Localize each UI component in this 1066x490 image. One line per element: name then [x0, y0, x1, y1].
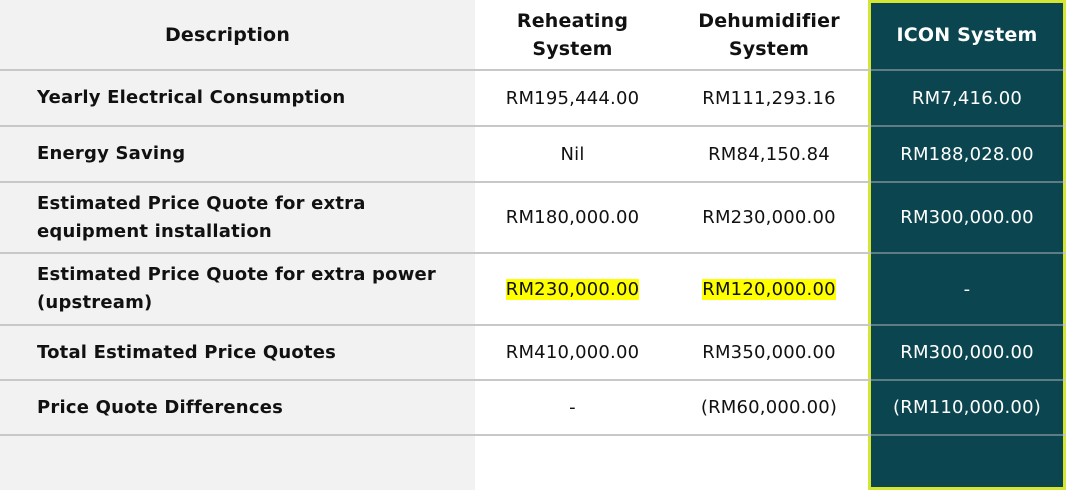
table-row: Estimated Price Quote for extra power (u… — [0, 254, 1066, 326]
dehumidifier-value: (RM60,000.00) — [700, 397, 838, 418]
table-row: Energy Saving Nil RM84,150.84 RM188,028.… — [0, 127, 1066, 183]
icon-system-value: RM300,000.00 — [900, 342, 1034, 363]
reheating-value: RM180,000.00 — [505, 207, 640, 228]
divider — [871, 69, 1063, 71]
icon-system-value: (RM110,000.00) — [893, 397, 1041, 418]
divider — [871, 125, 1063, 127]
row-label: Energy Saving — [37, 143, 186, 164]
header-reheating: Reheating System — [516, 9, 629, 60]
description-column-bg — [0, 0, 475, 490]
row-label: Estimated Price Quote for extra power (u… — [37, 264, 437, 313]
table-row: Yearly Electrical Consumption RM195,444.… — [0, 71, 1066, 127]
divider — [871, 434, 1063, 436]
header-description: Description — [164, 23, 291, 46]
table-row: Estimated Price Quote for extra equipmen… — [0, 183, 1066, 254]
divider — [871, 379, 1063, 381]
table-row: Price Quote Differences - (RM60,000.00) … — [0, 381, 1066, 436]
divider — [871, 181, 1063, 183]
reheating-value: RM195,444.00 — [505, 87, 640, 109]
header-icon-system: ICON System — [896, 23, 1038, 46]
row-label: Estimated Price Quote for extra equipmen… — [37, 192, 366, 242]
table-row: Total Estimated Price Quotes RM410,000.0… — [0, 326, 1066, 381]
divider — [871, 324, 1063, 326]
icon-system-value: - — [963, 278, 971, 300]
reheating-value: RM410,000.00 — [505, 342, 640, 363]
header-row: Description Reheating System Dehumidifie… — [0, 0, 1066, 71]
row-label: Total Estimated Price Quotes — [37, 341, 337, 363]
highlighted-reheating-value: RM230,000.00 — [505, 278, 640, 300]
dehumidifier-value: RM111,293.16 — [702, 87, 836, 109]
row-label: Price Quote Differences — [37, 396, 284, 418]
dehumidifier-value: RM350,000.00 — [702, 342, 836, 363]
row-label: Yearly Electrical Consumption — [37, 87, 346, 108]
dehumidifier-value: RM84,150.84 — [708, 143, 830, 165]
reheating-value: Nil — [560, 143, 585, 165]
icon-system-value: RM7,416.00 — [911, 87, 1023, 109]
reheating-value: - — [569, 397, 576, 418]
icon-system-value: RM188,028.00 — [900, 143, 1034, 165]
divider — [871, 252, 1063, 254]
header-dehumidifier: Dehumidifier System — [698, 9, 840, 60]
icon-system-value: RM300,000.00 — [900, 207, 1034, 228]
icon-system-column-bg — [868, 0, 1066, 490]
dehumidifier-value: RM230,000.00 — [702, 207, 836, 228]
highlighted-dehumidifier-value: RM120,000.00 — [702, 278, 836, 300]
